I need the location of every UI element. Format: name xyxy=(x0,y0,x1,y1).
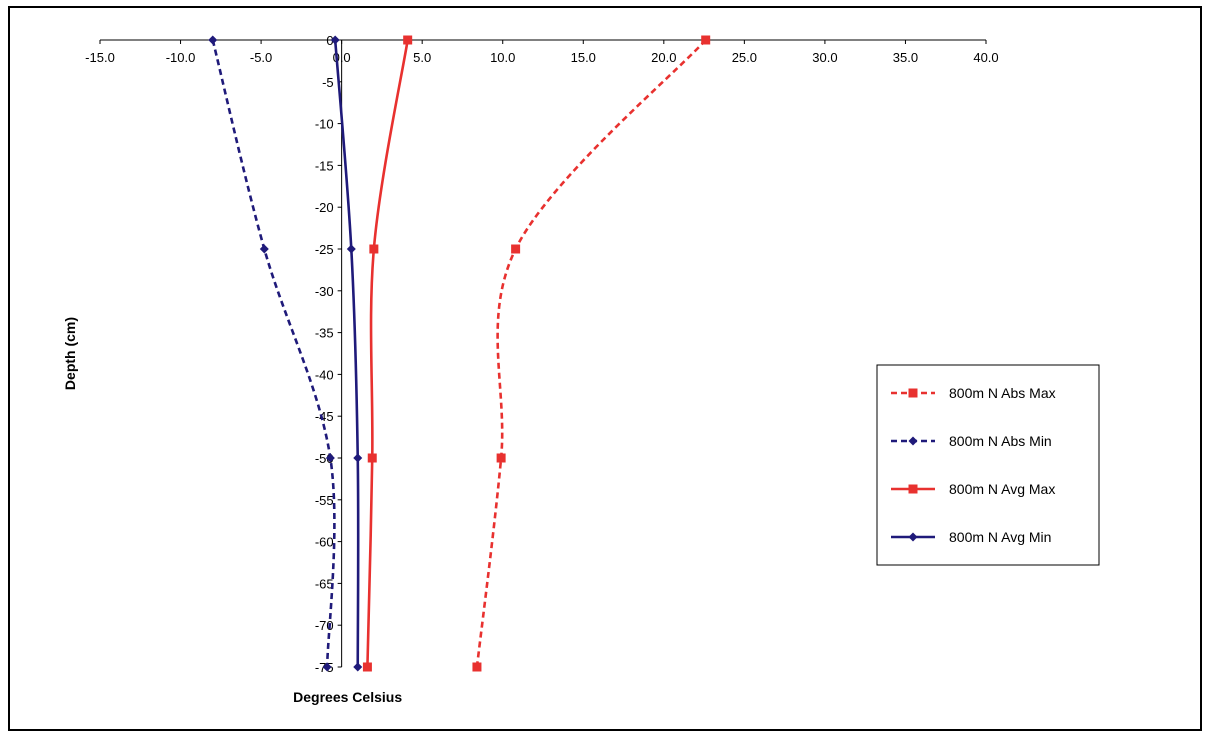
legend-label: 800m N Avg Max xyxy=(949,481,1055,497)
y-tick-label: -15 xyxy=(315,158,334,173)
y-tick-label: -35 xyxy=(315,326,334,341)
legend-label: 800m N Avg Min xyxy=(949,529,1051,545)
data-point xyxy=(325,453,335,463)
legend-label: 800m N Abs Min xyxy=(949,433,1052,449)
series-layer xyxy=(208,35,711,672)
x-tick-label: -5.0 xyxy=(250,50,272,65)
y-tick-label: -45 xyxy=(315,409,334,424)
y-axis-title: Depth (cm) xyxy=(62,317,78,390)
legend-item: 800m N Abs Max xyxy=(891,385,1056,401)
y-tick-label: -55 xyxy=(315,493,334,508)
x-axis-title: Degrees Celsius xyxy=(293,689,402,705)
x-tick-label: -15.0 xyxy=(85,50,115,65)
y-tick-label: -40 xyxy=(315,367,334,382)
series-800m-n-abs-max xyxy=(472,35,711,672)
legend-item: 800m N Avg Min xyxy=(891,529,1051,545)
data-point xyxy=(259,244,269,254)
legend-marker xyxy=(908,388,918,398)
data-point xyxy=(701,35,711,45)
data-point xyxy=(496,453,506,463)
series-800m-n-avg-max xyxy=(362,35,413,672)
legend: 800m N Abs Max 800m N Abs Min 800m N Avg M… xyxy=(876,364,1100,566)
x-tick-label: 20.0 xyxy=(651,50,676,65)
axes: -15.0 -10.0 -5.0 0.0 5.0 10.0 15.0 20.0 25.0 30.0… xyxy=(85,33,998,675)
x-tick-label: 15.0 xyxy=(571,50,596,65)
legend-label: 800m N Abs Max xyxy=(949,385,1056,401)
legend-marker xyxy=(908,436,918,446)
data-point xyxy=(362,662,372,672)
data-point xyxy=(353,662,363,672)
data-point xyxy=(472,662,482,672)
data-point xyxy=(353,453,363,463)
chart-frame: -15.0 -10.0 -5.0 0.0 5.0 10.0 15.0 20.0 25.0 30.0… xyxy=(8,6,1202,731)
data-point xyxy=(330,35,340,45)
y-tick-label: -70 xyxy=(315,618,334,633)
y-tick-label: -10 xyxy=(315,117,334,132)
data-point xyxy=(511,244,521,254)
series-line xyxy=(475,39,707,668)
y-tick-label: -30 xyxy=(315,284,334,299)
y-tick-label: 0 xyxy=(326,33,333,48)
legend-marker xyxy=(908,484,918,494)
data-point xyxy=(346,244,356,254)
y-tick-label: -60 xyxy=(315,535,334,550)
y-tick-label: -25 xyxy=(315,242,334,257)
legend-box xyxy=(876,364,1100,566)
series-line xyxy=(211,39,336,668)
x-tick-label: 5.0 xyxy=(413,50,431,65)
series-line xyxy=(333,39,360,668)
x-tick-label: -10.0 xyxy=(166,50,196,65)
y-tick-label: -5 xyxy=(322,75,334,90)
series-800m-n-avg-min xyxy=(330,35,363,672)
data-point xyxy=(322,662,332,672)
x-tick-label: 35.0 xyxy=(893,50,918,65)
x-tick-label: 10.0 xyxy=(490,50,515,65)
legend-item: 800m N Abs Min xyxy=(891,433,1052,449)
series-800m-n-abs-min xyxy=(208,35,336,672)
x-tick-label: 25.0 xyxy=(732,50,757,65)
x-tick-label: 40.0 xyxy=(973,50,998,65)
legend-marker xyxy=(908,532,918,542)
y-tick-label: -65 xyxy=(315,576,334,591)
data-point xyxy=(367,453,377,463)
data-point xyxy=(369,244,379,254)
x-tick-label: 30.0 xyxy=(812,50,837,65)
legend-item: 800m N Avg Max xyxy=(891,481,1055,497)
data-point xyxy=(403,35,413,45)
chart-svg: -15.0 -10.0 -5.0 0.0 5.0 10.0 15.0 20.0 25.0 30.0… xyxy=(62,33,1100,705)
data-point xyxy=(208,35,218,45)
series-line xyxy=(366,39,409,668)
y-tick-label: -20 xyxy=(315,200,334,215)
